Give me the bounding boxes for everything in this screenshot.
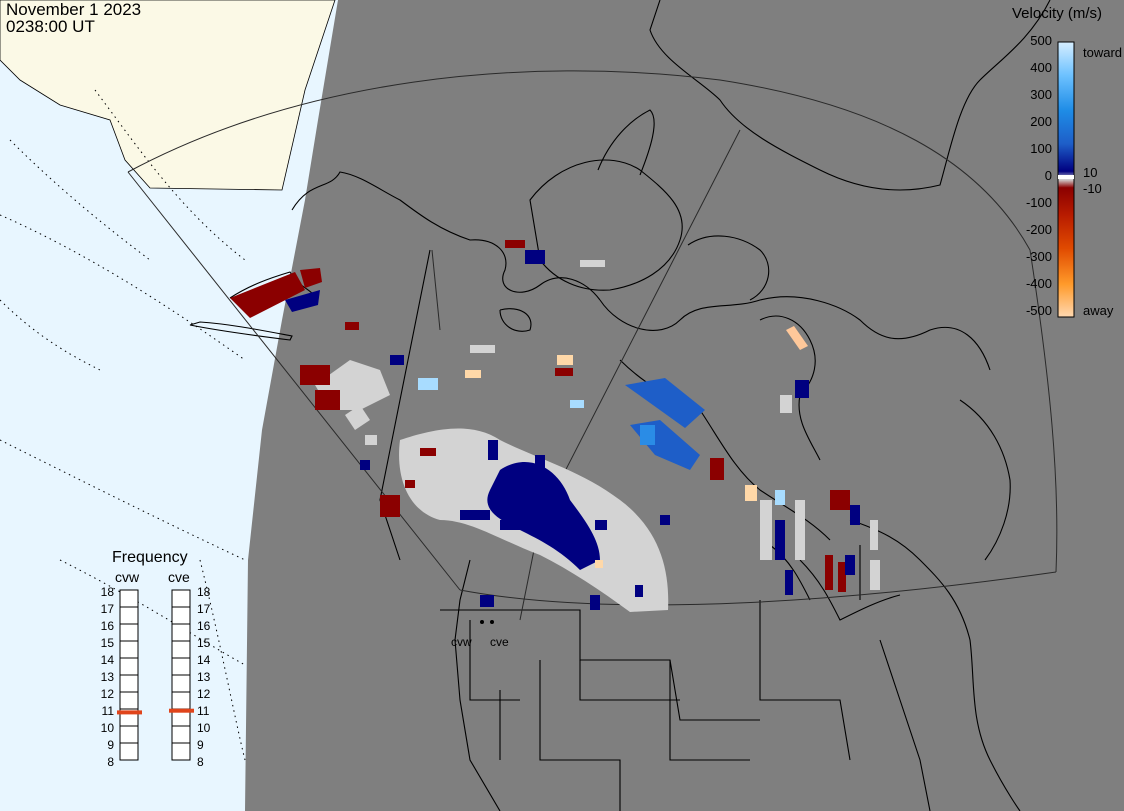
velocity-scale-title: Velocity (m/s) [1012,5,1103,22]
radar-sites [480,620,494,624]
velocity-tick: -500 [1025,303,1052,318]
frequency-tick: 9 [107,738,114,752]
velocity-tick: -100 [1025,195,1052,210]
frequency-boxes [117,589,194,761]
velocity-tick: 100 [1030,141,1052,156]
velocity-toward [285,250,860,610]
coastlines [189,0,1051,811]
frequency-tick: 14 [197,653,211,667]
frequency-tick: 17 [100,602,114,616]
toward-label: toward [1083,45,1123,60]
velocity-tick: 400 [1030,60,1052,75]
velocity-tick: -200 [1025,222,1052,237]
frequency-tick: 12 [197,687,211,701]
frequency-tick: 12 [100,687,114,701]
near-zero-pos-label: 10 [1083,165,1098,180]
date-label: November 1 2023 [6,0,142,19]
frequency-tick: 13 [100,670,114,684]
radar-label-cve: cve [490,635,509,649]
radar-label-cvw: cvw [451,635,472,649]
velocity-tick: 300 [1030,87,1052,102]
frequency-tick: 8 [107,755,114,769]
velocity-tick: -300 [1025,249,1052,264]
radar-site-cvw [480,620,484,624]
velocity-tick: 0 [1044,168,1052,183]
frequency-tick: 17 [197,602,211,616]
radar-site-cve [490,620,494,624]
cve-frequency-marker [169,708,194,713]
velocity-away [230,240,850,592]
frequency-tick: 10 [197,721,211,735]
frequency-tick: 16 [100,619,114,633]
velocity-colorbar [1057,41,1075,318]
time-label: 0238:00 UT [6,17,95,36]
grid-lines [0,89,246,761]
frequency-tick: 18 [197,585,211,599]
away-label: away [1083,303,1114,318]
frequency-tick: 9 [197,738,204,752]
frequency-tick: 13 [197,670,211,684]
cvw-column-label: cvw [115,569,140,585]
velocity-tick: 500 [1030,33,1052,48]
frequency-tick: 15 [197,636,211,650]
cvw-frequency-marker [117,710,142,715]
cve-column-label: cve [168,569,190,585]
velocity-tick: 200 [1030,114,1052,129]
frequency-tick: 16 [197,619,211,633]
frequency-title: Frequency [112,549,188,566]
velocity-high [418,326,808,568]
velocity-medium-toward [625,378,705,470]
frequency-tick: 11 [197,704,210,718]
near-zero-neg-label: -10 [1083,181,1102,196]
frequency-tick: 15 [100,636,114,650]
velocity-zero-band [1058,175,1074,179]
frequency-tick: 18 [100,585,114,599]
frequency-tick: 11 [101,704,114,718]
frequency-tick: 10 [100,721,114,735]
frequency-tick: 8 [197,755,204,769]
velocity-tick: -400 [1025,276,1052,291]
frequency-tick: 14 [100,653,114,667]
sunlit-land-alaska [0,0,336,191]
